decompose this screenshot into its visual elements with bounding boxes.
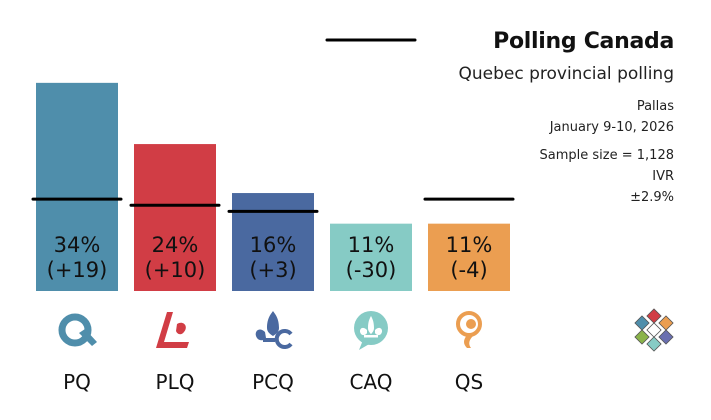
change-label-pcq: (+3) [249,258,296,282]
plq-logo-icon [156,312,189,348]
chart-title: Polling Canada [493,29,674,54]
bar-pq [36,82,118,291]
poll-method: IVR [652,169,674,184]
change-label-qs: (-4) [450,258,487,282]
caq-fleur-de-lis-icon [354,311,388,350]
bar-caq [330,223,412,291]
poll-details: Pallas January 9-10, 2026 [550,96,674,138]
category-label-pcq: PCQ [252,370,294,394]
change-label-plq: (+10) [145,258,206,282]
bar-plq [134,144,216,291]
bar-qs [428,223,510,291]
margin-of-error: ±2.9% [630,190,674,205]
category-label-plq: PLQ [156,370,195,394]
pcq-fleur-de-lis-icon [255,311,293,349]
value-label-pq: 34% [54,233,101,257]
value-label-plq: 24% [152,233,199,257]
qs-logo-icon [456,311,482,348]
value-label-caq: 11% [348,233,395,257]
change-label-caq: (-30) [346,258,397,282]
category-label-caq: CAQ [349,370,392,394]
poll-dates: January 9-10, 2026 [549,120,674,135]
bar-pcq [232,193,314,291]
change-label-pq: (+19) [47,258,108,282]
polling-canada-logo-icon [634,308,674,352]
poll-methodology: Sample size = 1,128 IVR ±2.9% [540,145,674,208]
category-label-qs: QS [455,370,483,394]
value-label-qs: 11% [446,233,493,257]
category-label-pq: PQ [63,370,91,394]
pollster-name: Pallas [636,99,674,114]
pq-logo-icon [58,313,97,347]
sample-size: Sample size = 1,128 [539,148,674,163]
chart-subtitle: Quebec provincial polling [458,64,674,84]
value-label-pcq: 16% [250,233,297,257]
